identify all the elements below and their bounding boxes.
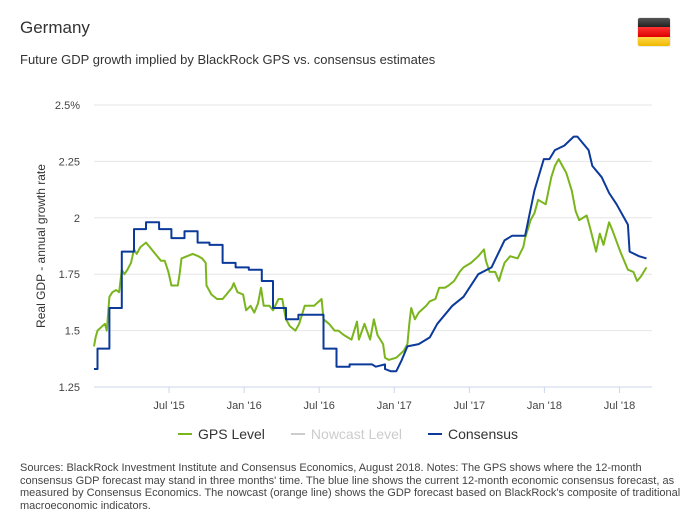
- gps-level-swatch: [177, 433, 192, 435]
- y-tick-label: 1.5: [65, 326, 80, 338]
- x-tick-label: Jul '15: [153, 400, 184, 412]
- y-tick-label: 2.5%: [55, 100, 80, 112]
- germany-flag-icon: [638, 18, 670, 46]
- legend-item-consensus[interactable]: Consensus: [427, 426, 519, 442]
- x-tick-label: Jan '18: [527, 400, 562, 412]
- chart-title: Germany: [20, 18, 90, 37]
- y-tick-label: 1.25: [59, 382, 80, 394]
- chart-subtitle: Future GDP growth implied by BlackRock G…: [20, 52, 436, 67]
- legend-item-gps-level[interactable]: GPS Level: [177, 426, 265, 442]
- gps-series-line: [93, 158, 648, 361]
- chart-notes: Sources: BlackRock Investment Institute …: [20, 462, 681, 512]
- x-tick-label: Jan '17: [377, 400, 412, 412]
- chart-legend: GPS Level Nowcast Level Consensus: [0, 426, 696, 442]
- legend-label: Nowcast Level: [310, 426, 402, 442]
- legend-label: Consensus: [447, 426, 519, 442]
- legend-label: GPS Level: [197, 426, 265, 442]
- line-chart: 1.25 1.5 1.75 2 2.25 2.5% Jul '15 Jan '16 Jul '…: [34, 100, 652, 412]
- x-tick-label: Jul '18: [604, 400, 635, 412]
- x-tick-label: Jan '16: [227, 400, 262, 412]
- y-tick-label: 1.75: [59, 269, 80, 281]
- consensus-series-line: [94, 135, 647, 373]
- y-tick-label: 2.25: [59, 156, 80, 168]
- x-tick-label: Jul '17: [454, 400, 485, 412]
- consensus-swatch: [427, 433, 442, 435]
- y-axis-label: Real GDP - annual growth rate: [34, 164, 48, 328]
- nowcast-level-swatch: [290, 433, 305, 435]
- legend-item-nowcast-level[interactable]: Nowcast Level: [290, 426, 402, 442]
- y-tick-label: 2: [74, 213, 80, 225]
- x-tick-label: Jul '16: [303, 400, 334, 412]
